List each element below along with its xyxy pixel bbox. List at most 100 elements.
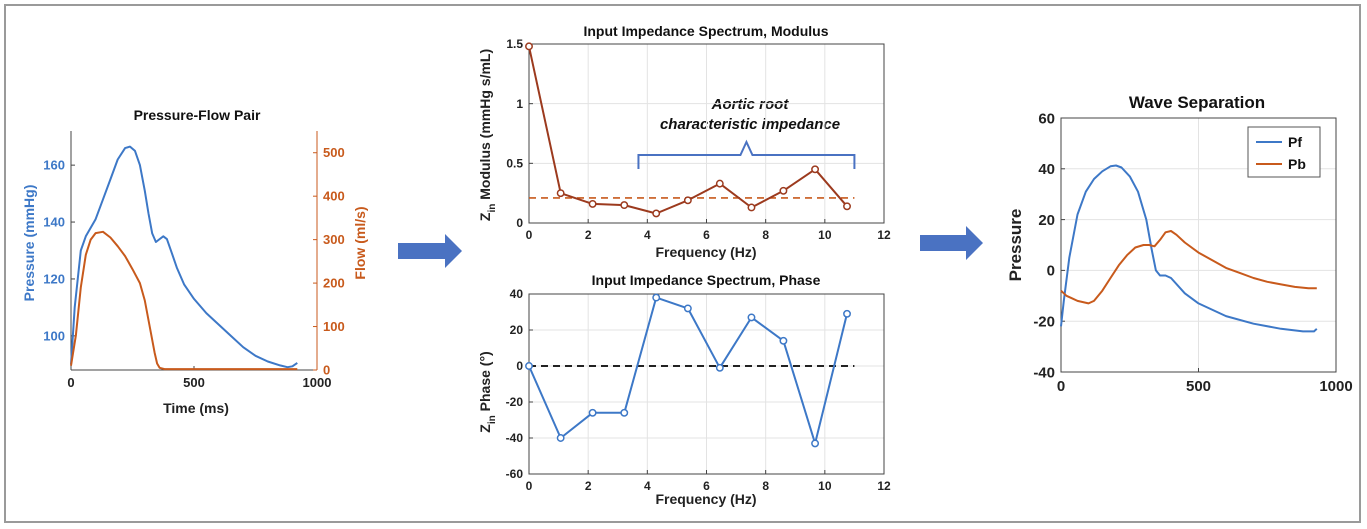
y-tick-label: 40 bbox=[510, 287, 524, 301]
x-tick-label: 2 bbox=[585, 479, 592, 493]
y-axis-subscript: in bbox=[487, 204, 498, 213]
y-tick-label: -20 bbox=[506, 395, 524, 409]
x-tick-label: 12 bbox=[877, 479, 891, 493]
y-axis-rest: Phase (°) bbox=[477, 351, 493, 415]
x-tick-label: 4 bbox=[644, 479, 651, 493]
data-point bbox=[779, 186, 788, 195]
y-tick-label: 60 bbox=[1038, 110, 1055, 127]
impedance-phase-chart: Input Impedance Spectrum, Phase Frequenc… bbox=[477, 272, 891, 507]
series-line-phase bbox=[528, 296, 848, 445]
y-tick-label: 100 bbox=[43, 328, 65, 343]
legend-label: Pb bbox=[1288, 156, 1306, 172]
data-point bbox=[588, 199, 597, 208]
x-tick-label: 6 bbox=[703, 479, 710, 493]
y-tick-label-right: 300 bbox=[323, 232, 345, 247]
data-point bbox=[588, 408, 597, 417]
data-point bbox=[811, 165, 820, 174]
data-point bbox=[747, 203, 756, 212]
data-point bbox=[683, 196, 692, 205]
data-point bbox=[843, 309, 851, 318]
data-point bbox=[525, 362, 533, 370]
y-tick-label: 20 bbox=[510, 323, 524, 337]
x-tick-label: 10 bbox=[818, 228, 832, 242]
series-line-pressure bbox=[70, 145, 298, 369]
x-axis-label: Frequency (Hz) bbox=[655, 491, 756, 507]
y-axis-label: Zin Modulus (mmHg s/mL) bbox=[477, 49, 498, 221]
y-tick-label: -40 bbox=[506, 431, 524, 445]
series-line-pf bbox=[1060, 164, 1318, 333]
series-line-flow bbox=[70, 230, 298, 371]
y-tick-label: 0 bbox=[516, 216, 523, 230]
annotation-line-1: Aortic root bbox=[711, 96, 790, 113]
chart-title: Input Impedance Spectrum, Phase bbox=[592, 272, 821, 288]
y-axis-label: Zin Phase (°) bbox=[477, 351, 498, 432]
x-tick-label: 0 bbox=[67, 375, 74, 390]
x-tick-label: 1000 bbox=[303, 375, 332, 390]
annotation-brace bbox=[637, 139, 856, 169]
x-tick-label: 4 bbox=[644, 228, 651, 242]
y-tick-label: 120 bbox=[43, 272, 65, 287]
chart-title: Pressure-Flow Pair bbox=[134, 107, 261, 123]
x-tick-label: 0 bbox=[526, 479, 533, 493]
y-axis-subscript: in bbox=[487, 415, 498, 424]
data-point bbox=[652, 293, 661, 302]
x-tick-label: 2 bbox=[585, 228, 592, 242]
data-point bbox=[556, 434, 565, 442]
data-point bbox=[525, 42, 533, 51]
annotation-line-2: characteristic impedance bbox=[660, 116, 840, 133]
x-tick-label: 12 bbox=[877, 228, 891, 242]
y-tick-label: 40 bbox=[1038, 161, 1055, 178]
y-tick-label: 160 bbox=[43, 158, 65, 173]
x-tick-label: 500 bbox=[183, 375, 205, 390]
x-tick-label: 0 bbox=[526, 228, 533, 242]
data-point bbox=[715, 363, 724, 372]
y-tick-label: -60 bbox=[506, 467, 524, 481]
chart-title: Input Impedance Spectrum, Modulus bbox=[583, 23, 828, 39]
y-tick-label: -40 bbox=[1033, 364, 1055, 381]
x-tick-label: 8 bbox=[762, 228, 769, 242]
y-tick-label-right: 500 bbox=[323, 145, 345, 160]
y-axis-label: Pressure bbox=[1006, 209, 1025, 282]
x-tick-label: 500 bbox=[1186, 378, 1211, 395]
y-axis-label-left: Pressure (mmHg) bbox=[21, 185, 37, 302]
data-point bbox=[620, 408, 629, 417]
y-axis-label-right: Flow (ml/s) bbox=[352, 206, 368, 279]
y-axis-z: Z bbox=[477, 212, 493, 221]
x-tick-label: 8 bbox=[762, 479, 769, 493]
impedance-modulus-chart: Input Impedance Spectrum, Modulus Freque… bbox=[477, 23, 891, 260]
pressure-flow-chart: Pressure-Flow Pair Time (ms) Pressure (m… bbox=[21, 107, 368, 416]
legend-box bbox=[1247, 126, 1321, 178]
x-tick-label: 1000 bbox=[1319, 378, 1352, 395]
chart-title: Wave Separation bbox=[1129, 93, 1265, 112]
data-point bbox=[652, 209, 661, 218]
series-line-pb bbox=[1060, 230, 1317, 305]
data-point bbox=[843, 202, 851, 211]
data-point bbox=[683, 304, 692, 313]
data-point bbox=[811, 439, 820, 448]
y-axis-rest: Modulus (mmHg s/mL) bbox=[477, 49, 493, 204]
data-point bbox=[620, 201, 629, 210]
y-tick-label-right: 0 bbox=[323, 363, 330, 378]
y-tick-label: 1.5 bbox=[506, 37, 523, 51]
y-tick-label: 0 bbox=[1047, 263, 1055, 280]
y-tick-label: -20 bbox=[1033, 313, 1055, 330]
x-axis-label: Frequency (Hz) bbox=[655, 244, 756, 260]
right-arrow-icon bbox=[920, 226, 983, 260]
y-tick-label: 1 bbox=[516, 97, 523, 111]
y-tick-label: 0.5 bbox=[506, 157, 523, 171]
y-tick-label: 140 bbox=[43, 215, 65, 230]
x-tick-label: 6 bbox=[703, 228, 710, 242]
x-tick-label: 10 bbox=[818, 479, 832, 493]
data-point bbox=[715, 179, 724, 188]
y-tick-label-right: 400 bbox=[323, 189, 345, 204]
legend-label: Pf bbox=[1288, 134, 1302, 150]
x-axis-label: Time (ms) bbox=[163, 400, 229, 416]
x-tick-label: 0 bbox=[1057, 378, 1065, 395]
data-point bbox=[779, 336, 788, 345]
right-arrow-icon bbox=[398, 234, 462, 268]
y-axis-z: Z bbox=[477, 424, 493, 433]
data-point bbox=[556, 189, 565, 198]
data-point bbox=[747, 313, 756, 322]
y-tick-label-right: 100 bbox=[323, 319, 345, 334]
